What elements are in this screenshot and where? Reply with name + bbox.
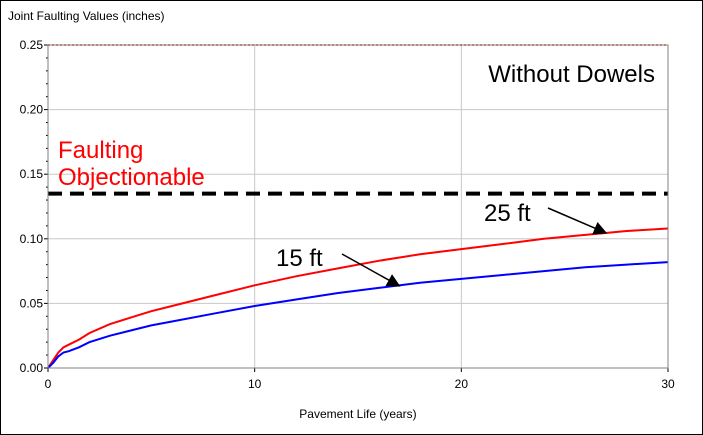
data-series [47, 227, 669, 369]
annotation-15ft: 15 ft [276, 245, 323, 272]
gridlines [44, 44, 669, 372]
chart-title: Joint Faulting Values (inches) [8, 9, 165, 23]
y-tick-label: 0.20 [20, 103, 44, 117]
x-axis-label: Pavement Life (years) [299, 407, 416, 421]
series-line-15-ft [47, 261, 669, 369]
y-tick-labels: 0.00 0.05 0.10 0.15 0.20 0.25 [20, 38, 44, 375]
annotation-25ft: 25 ft [484, 200, 531, 227]
x-tick-label: 0 [45, 377, 52, 391]
faulting-label-line2: Objectionable [58, 164, 205, 191]
annotation-without-dowels: Without Dowels [488, 61, 655, 88]
plot-area-border [47, 44, 669, 369]
x-tick-labels: 0 10 20 30 [45, 377, 675, 391]
x-tick-label: 20 [455, 377, 469, 391]
y-tick-label: 0.25 [20, 38, 44, 52]
y-tick-label: 0.15 [20, 167, 44, 181]
y-tick-label: 0.10 [20, 232, 44, 246]
faulting-label-line1: Faulting [58, 137, 143, 164]
arrow-25ft [547, 207, 608, 235]
x-tick-label: 30 [661, 377, 675, 391]
series-line-25-ft [47, 227, 669, 369]
arrow-15ft [341, 253, 401, 287]
x-tick-label: 10 [248, 377, 262, 391]
y-tick-label: 0.00 [20, 361, 44, 375]
y-tick-label: 0.05 [20, 296, 44, 310]
